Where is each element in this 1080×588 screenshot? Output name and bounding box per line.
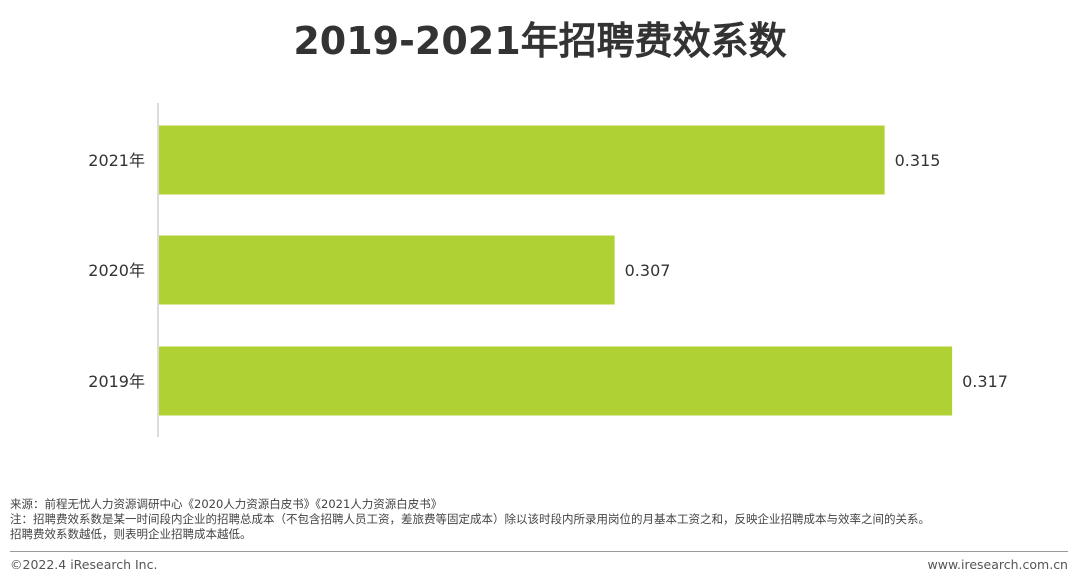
footer-divider xyxy=(10,551,1068,552)
category-label: 2019年 xyxy=(88,372,145,391)
website-link[interactable]: www.iresearch.com.cn xyxy=(927,557,1069,572)
value-label: 0.307 xyxy=(625,261,671,280)
copyright: ©2022.4 iResearch Inc. xyxy=(10,557,158,572)
category-label: 2021年 xyxy=(88,151,145,170)
bar-0 xyxy=(159,125,885,195)
bar-2 xyxy=(159,346,953,416)
definition-note-continued: 招聘费效系数越低，则表明企业招聘成本越低。 xyxy=(10,527,252,541)
category-label: 2020年 xyxy=(88,261,145,280)
value-label: 0.317 xyxy=(962,372,1008,391)
definition-note: 注：招聘费效系数是某一时间段内企业的招聘总成本（不包含招聘人员工资，差旅费等固定… xyxy=(10,512,930,526)
source-note: 来源：前程无忧人力资源调研中心《2020人力资源白皮书》《2021人力资源白皮书… xyxy=(10,497,443,511)
value-label: 0.315 xyxy=(895,151,941,170)
notes: 来源：前程无忧人力资源调研中心《2020人力资源白皮书》《2021人力资源白皮书… xyxy=(10,497,1075,542)
chart-title: 2019-2021年招聘费效系数 xyxy=(293,19,787,63)
bar-1 xyxy=(159,235,615,305)
bar-chart: 2021年 0.315 2020年 0.307 2019年 0.317 xyxy=(88,103,1008,437)
